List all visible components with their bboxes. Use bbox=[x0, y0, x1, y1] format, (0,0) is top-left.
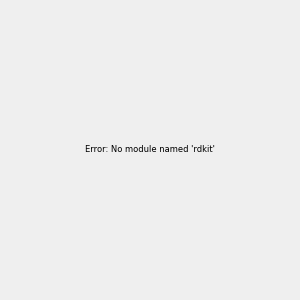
Text: Error: No module named 'rdkit': Error: No module named 'rdkit' bbox=[85, 146, 215, 154]
